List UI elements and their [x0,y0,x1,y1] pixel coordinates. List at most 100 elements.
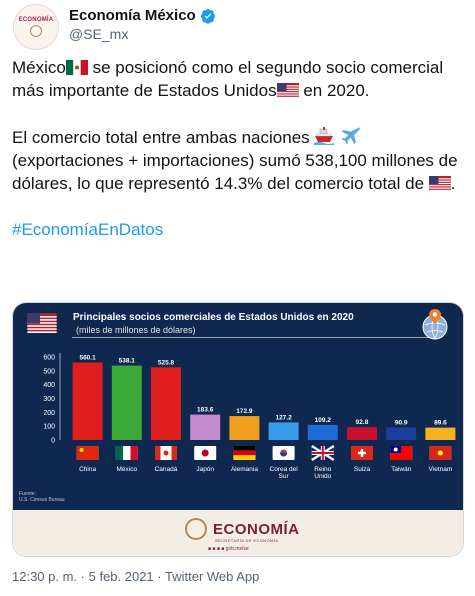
text-span: se posicionó como el segundo socio comer… [12,58,444,100]
logo-subtitle: SECRETARÍA DE ECONOMÍA [215,538,279,543]
bar-value-label: 109.2 [315,417,332,424]
flag-detail [130,446,138,460]
text-span: México [12,58,66,77]
bar [386,427,417,440]
bar-value-label: 92.8 [356,419,369,426]
hashtag-link[interactable]: #EconomíaEnDatos [12,220,164,239]
x-tick-label: Alemania [231,466,258,473]
x-tick-label: México [117,466,138,473]
tweet-meta: 12:30 p. m. · 5 feb. 2021 · Twitter Web … [12,569,259,584]
avatar-text: ECONOMÍA [18,17,54,23]
bar [111,365,142,440]
bar [229,416,260,440]
bars: 560.1 538.1 525.8 183.6 172.9 127.2 109.2 92.8 9… [72,355,456,440]
flag-detail [358,451,366,455]
bar-value-label: 89.6 [434,420,447,427]
y-tick-label: 400 [43,382,55,389]
bar [307,424,338,440]
bar-chart: 0 100 200 300 400 500 600 560.1 538.1 525.8 183.6… [43,353,456,480]
infographic-image: Principales socios comerciales de Estado… [13,303,463,510]
bar [268,422,299,440]
flag-detail [171,446,177,460]
us-flag-icon [428,176,451,191]
handle[interactable]: @SE_mx [69,26,129,42]
media-card[interactable]: Principales socios comerciales de Estado… [12,302,464,557]
bar-value-label: 525.8 [158,359,175,366]
flag-detail [163,450,169,456]
flag-detail [280,453,288,457]
seal-icon [185,518,207,540]
tweet-paragraph: El comercio total entre ambas naciones (… [12,125,464,195]
x-tick-label: Corea del [270,466,299,473]
bar [72,362,103,440]
author-name-row: Economía México [69,7,216,24]
flag-detail [233,455,256,460]
y-tick-label: 300 [43,396,55,403]
x-tick-label: Reino [314,466,331,473]
flag-detail [437,450,443,456]
bar-value-label: 560.1 [79,355,96,362]
x-tick-label: Unido [314,473,331,480]
tweet-text: México se posicionó como el segundo soci… [12,56,464,264]
bar-value-label: 90.9 [395,419,408,426]
separator: · [77,569,89,584]
website-text: gob.mx/se [225,546,249,552]
tweet-paragraph: #EconomíaEnDatos [12,218,464,241]
y-tick-label: 200 [43,410,55,417]
bar [151,367,181,440]
social-handles: ■ ■ ■ ■ gob.mx/se [208,546,249,552]
globe-pin-icon [422,309,448,340]
tweet-date[interactable]: 5 feb. 2021 [88,569,154,584]
us-flag-icon [276,83,299,98]
tweet-paragraph: México se posicionó como el segundo soci… [12,56,464,102]
seal-icon [30,25,42,37]
ship-icon [314,127,335,145]
flag-detail [76,446,99,460]
y-axis: 0 100 200 300 400 500 600 [43,353,61,445]
flag-detail [233,450,256,456]
tweet-source: Twitter Web App [165,569,260,584]
bar [190,414,221,440]
flag-detail [115,446,124,460]
verified-badge-icon [200,8,215,24]
country-flags [76,444,452,462]
text-span: . [450,174,456,193]
bar-value-label: 538.1 [119,358,136,365]
bar [347,427,377,440]
x-tick-label: Suiza [354,466,371,473]
flag-detail [233,446,256,451]
chart-title: Principales socios comerciales de Estado… [73,312,354,323]
avatar[interactable]: ECONOMÍA [13,4,59,50]
infographic-footer: ECONOMÍA SECRETARÍA DE ECONOMÍA ■ ■ ■ ■ … [13,510,463,556]
economia-logo: ECONOMÍA [185,518,300,540]
tweet-time[interactable]: 12:30 p. m. [12,569,78,584]
x-tick-label: Sur [279,473,290,480]
x-tick-label: Vietnam [429,466,453,473]
text-span: (exportaciones + importaciones) sumó 538… [12,151,458,193]
bar-value-label: 172.9 [236,408,253,415]
y-tick-label: 600 [43,355,55,362]
social-icons: ■ ■ ■ ■ [208,546,226,552]
separator: · [153,569,165,584]
bar [425,427,456,440]
y-tick-label: 500 [43,368,55,375]
mexico-flag-icon [65,60,88,75]
airplane-icon [341,127,360,145]
flag-detail [201,449,209,457]
display-name[interactable]: Economía México [69,7,196,24]
x-tick-label: Taiwán [391,466,412,473]
chart-subtitle: (miles de millones de dólares) [76,325,196,335]
x-tick-label: Japón [196,466,214,473]
text-span: El comercio total entre ambas naciones [12,128,310,147]
x-tick-label: Canadá [155,466,178,473]
x-tick-label: China [79,466,96,473]
x-axis-labels: China México Canadá Japón Alemania Corea delS… [79,466,452,480]
text-span: en 2020. [298,81,370,100]
source-note: Fuente: U.S. Census Bureau [19,491,65,503]
y-tick-label: 0 [51,438,55,445]
divider [72,337,432,338]
bar-value-label: 127.2 [275,414,292,421]
us-flag-icon [27,313,57,333]
flag-detail [155,446,161,460]
